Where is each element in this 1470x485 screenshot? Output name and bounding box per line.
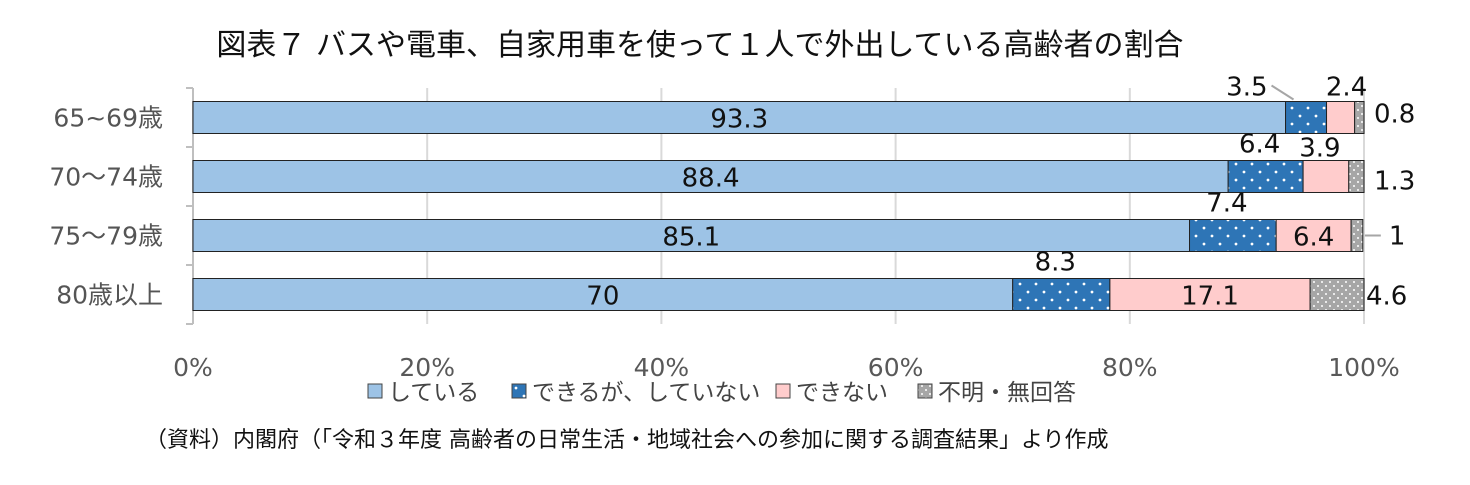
bar-segment (1189, 219, 1277, 252)
bar-segment (1348, 160, 1365, 193)
data-label: 70 (586, 282, 619, 312)
bar-segment (192, 160, 1229, 193)
data-label: 4.6 (1366, 282, 1407, 312)
legend-label: 不明・無回答 (938, 380, 1076, 406)
bar-segment (1012, 278, 1111, 311)
category-label: 80歳以上 (56, 281, 163, 310)
bar-segment (1309, 278, 1365, 311)
bar-segment (1326, 101, 1356, 134)
bar-segment (1285, 101, 1328, 134)
bars (192, 101, 1365, 311)
category-label: 70～74歳 (49, 163, 163, 192)
x-tick-label: 100% (1328, 353, 1399, 382)
data-label: 1 (1389, 222, 1406, 252)
data-label: 85.1 (662, 223, 720, 253)
data-label: 93.3 (710, 105, 768, 135)
x-axis-ticks: 0% 20% 40% 60% 80% 100% (173, 353, 1400, 382)
legend-label: できない (796, 380, 888, 406)
bar-segment (1275, 219, 1352, 252)
legend-swatch (775, 383, 791, 399)
bar-segment (192, 278, 1014, 311)
bar-segment (192, 101, 1287, 134)
x-tick-label: 0% (173, 353, 213, 382)
bar-segment (1109, 278, 1311, 311)
bar-segment (192, 219, 1191, 252)
chart-title: 図表７ バスや電車、自家用車を使って１人で外出している高齢者の割合 (216, 28, 1183, 63)
legend-swatch (917, 383, 933, 399)
data-label: 2.4 (1326, 73, 1367, 103)
x-tick-label: 80% (1102, 353, 1158, 382)
legend-swatch (367, 383, 383, 399)
legend-label: できるが、していない (532, 380, 760, 406)
data-label: 6.4 (1293, 223, 1334, 253)
data-label: 6.4 (1239, 130, 1280, 160)
source-note: （資料）内閣府（「令和３年度 高齢者の日常生活・地域社会への参加に関する調査結果… (145, 428, 1109, 453)
legend-label: している (388, 380, 479, 406)
data-label: 88.4 (682, 164, 740, 194)
category-label: 75～79歳 (49, 222, 163, 251)
bar-segment (1350, 219, 1364, 252)
x-tick-label: 40% (634, 353, 690, 382)
data-label: 8.3 (1035, 248, 1076, 278)
bar-segment (1302, 160, 1350, 193)
category-axis: 65~69歳 70～74歳 75～79歳 80歳以上 (49, 87, 194, 325)
data-label: 3.5 (1226, 73, 1267, 103)
leader-line (1271, 84, 1295, 101)
x-tick-label: 60% (868, 353, 924, 382)
data-label: 17.1 (1181, 282, 1239, 312)
data-label: 0.8 (1374, 100, 1415, 130)
value-labels: 93.3 3.5 2.40.8 88.4 6.4 3.9 1.3 85.1 7.4 6.4 1 70 8… (586, 73, 1415, 312)
bar-segment (1354, 101, 1365, 134)
legend-swatch (511, 383, 527, 399)
x-tick-label: 20% (399, 353, 455, 382)
data-label: 3.9 (1299, 134, 1340, 164)
category-label: 65~69歳 (53, 104, 163, 133)
legend: している できるが、していない できない 不明・無回答 (367, 380, 1076, 406)
data-label: 7.4 (1206, 189, 1247, 219)
data-label: 1.3 (1374, 167, 1415, 197)
